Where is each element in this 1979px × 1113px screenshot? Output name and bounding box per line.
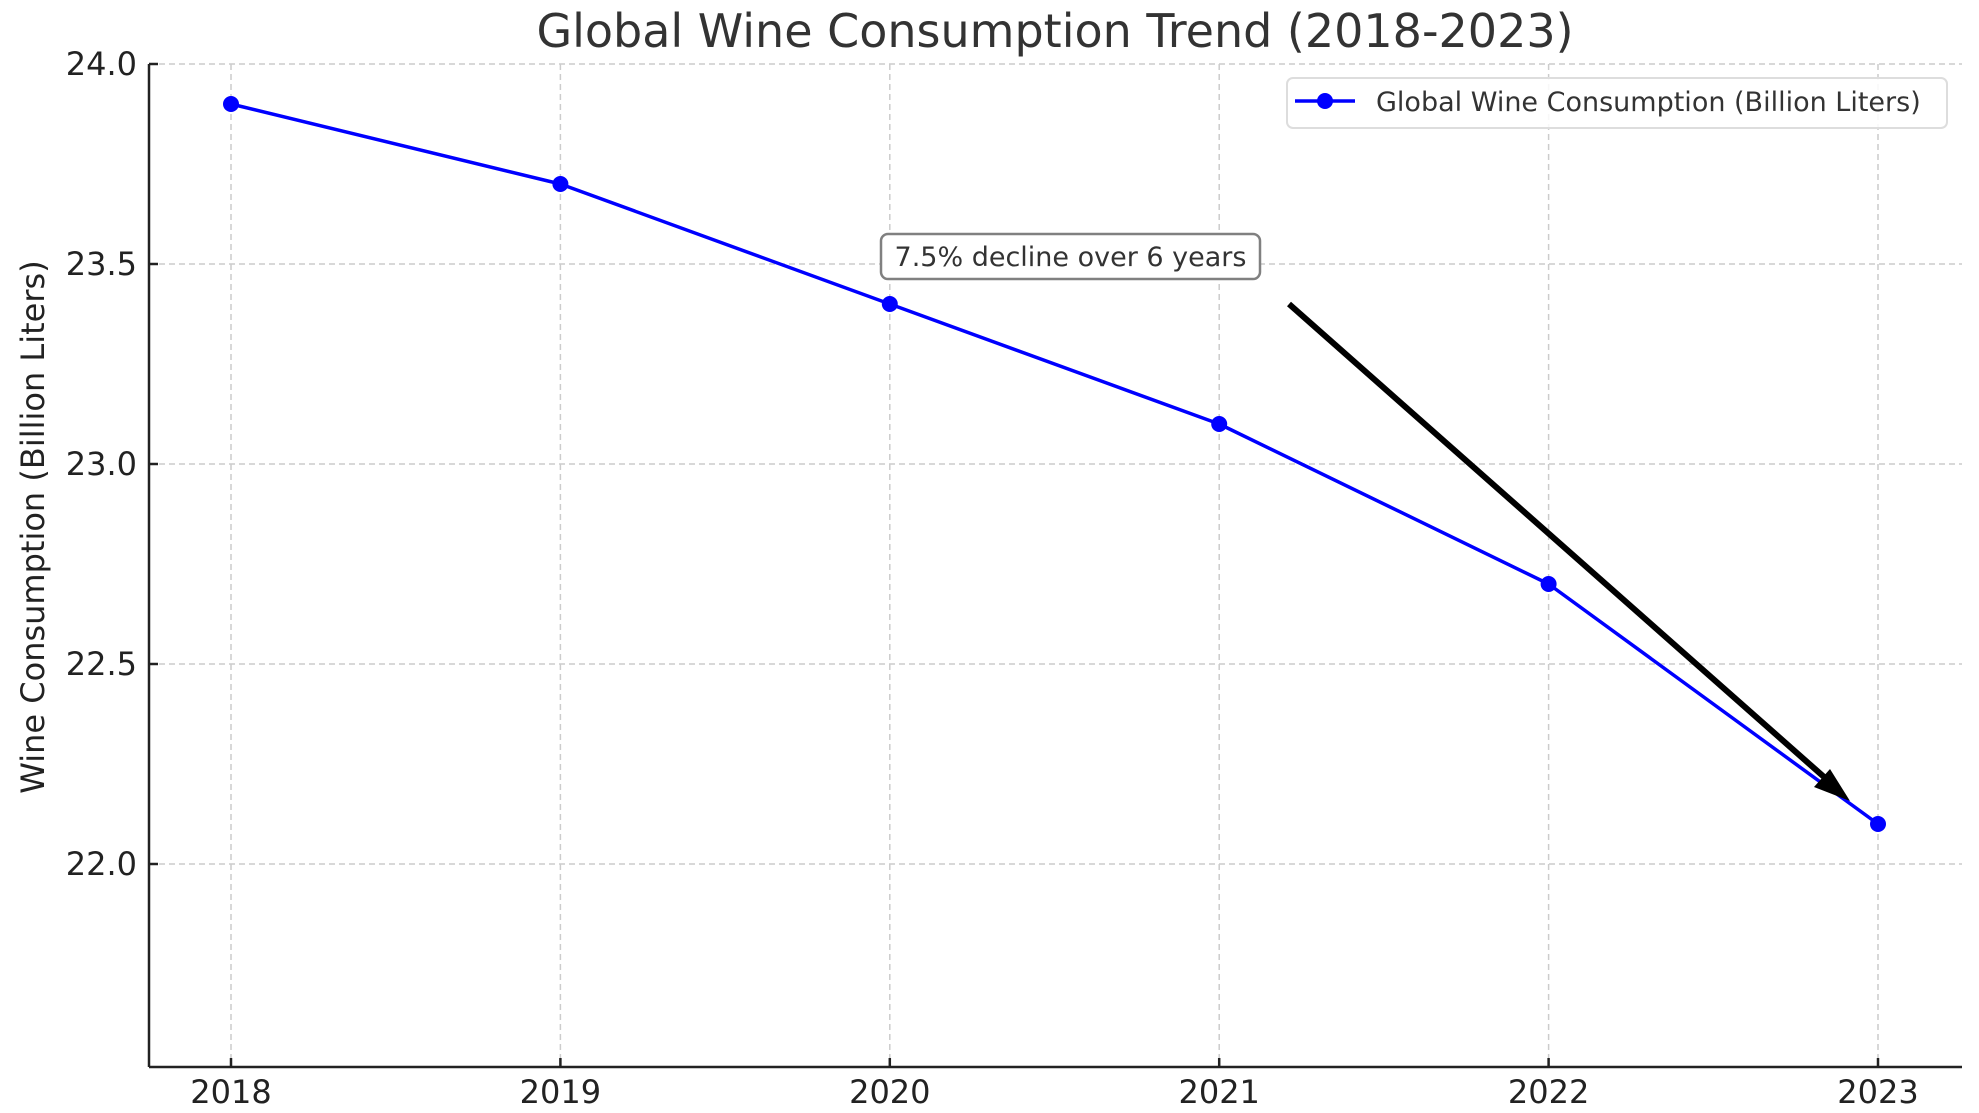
x-tick-label: 2019 (520, 1073, 601, 1111)
legend-marker-icon (1317, 93, 1333, 109)
annotation-arrow-shaft (1287, 301, 1834, 787)
arrow-head-icon (1814, 769, 1850, 801)
x-axis-ticks: 2018 2019 2020 2021 2022 2023 (190, 1058, 1919, 1111)
y-tick-label: 22.0 (66, 845, 137, 883)
data-point-marker (552, 176, 569, 192)
annotation: 7.5% decline over 6 years (879, 232, 1850, 801)
y-tick-label: 24.0 (66, 45, 137, 83)
legend: Global Wine Consumption (Billion Liters) (1286, 77, 1948, 129)
y-tick-label: 23.5 (66, 245, 137, 283)
x-tick-label: 2020 (849, 1073, 930, 1111)
data-point-marker (223, 96, 239, 112)
data-point-marker (1540, 576, 1557, 592)
y-tick-label: 22.5 (66, 645, 137, 683)
grid-lines (149, 63, 1962, 1067)
data-point-marker (881, 296, 898, 312)
axes (147, 64, 1962, 1069)
x-tick-label: 2023 (1837, 1073, 1918, 1111)
x-tick-label: 2018 (190, 1073, 271, 1111)
annotation-text: 7.5% decline over 6 years (895, 242, 1247, 273)
data-point-marker (1870, 816, 1886, 832)
series-line (230, 102, 1880, 826)
legend-box (1286, 77, 1948, 129)
legend-label: Global Wine Consumption (Billion Liters) (1376, 87, 1921, 118)
chart-title: Global Wine Consumption Trend (2018-2023… (536, 4, 1573, 58)
y-axis-ticks: 22.0 22.5 23.0 23.5 24.0 (66, 45, 158, 883)
x-tick-label: 2021 (1178, 1073, 1259, 1111)
data-series (223, 96, 1886, 832)
y-tick-label: 23.0 (66, 445, 137, 483)
annotation-box (879, 232, 1262, 281)
y-axis-label: Wine Consumption (Billion Liters) (14, 260, 52, 793)
data-point-marker (1211, 416, 1228, 432)
x-tick-label: 2022 (1508, 1073, 1589, 1111)
